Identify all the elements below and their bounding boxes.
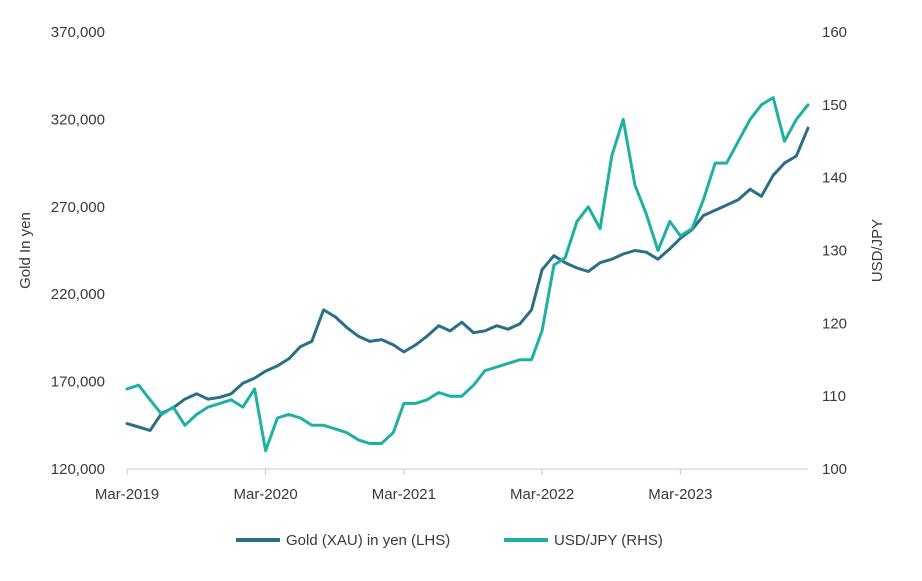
y-left-tick-label: 120,000 (51, 461, 105, 478)
y-left-tick-label: 320,000 (51, 111, 105, 128)
series-line-gold (125, 126, 810, 432)
series-line-usdjpy (125, 96, 810, 453)
y-right-tick-label: 140 (822, 170, 847, 187)
y-right-tick-label: 100 (822, 461, 847, 478)
x-tick-label: Mar-2023 (648, 486, 712, 503)
x-tick-label: Mar-2021 (372, 486, 436, 503)
legend-item-usdjpy-label: USD/JPY (RHS) (554, 532, 663, 549)
y-right-tick-label: 160 (822, 24, 847, 41)
y-right-tick-label: 110 (822, 388, 846, 405)
y-right-tick-label: 130 (822, 243, 847, 260)
y-right-axis-title: USD/JPY (869, 219, 886, 282)
y-left-tick-label: 170,000 (51, 374, 105, 391)
y-right-tick-label: 150 (822, 97, 847, 114)
y-left-tick-label: 370,000 (51, 24, 105, 41)
y-left-axis-title: Gold In yen (17, 212, 34, 289)
y-left-tick-label: 220,000 (51, 286, 105, 303)
legend-item-gold-label: Gold (XAU) in yen (LHS) (286, 532, 450, 549)
y-left-tick-label: 270,000 (51, 199, 105, 216)
x-tick-label: Mar-2022 (510, 486, 574, 503)
x-tick-label: Mar-2019 (95, 486, 159, 503)
y-right-tick-label: 120 (822, 315, 847, 332)
x-tick-label: Mar-2020 (234, 486, 298, 503)
